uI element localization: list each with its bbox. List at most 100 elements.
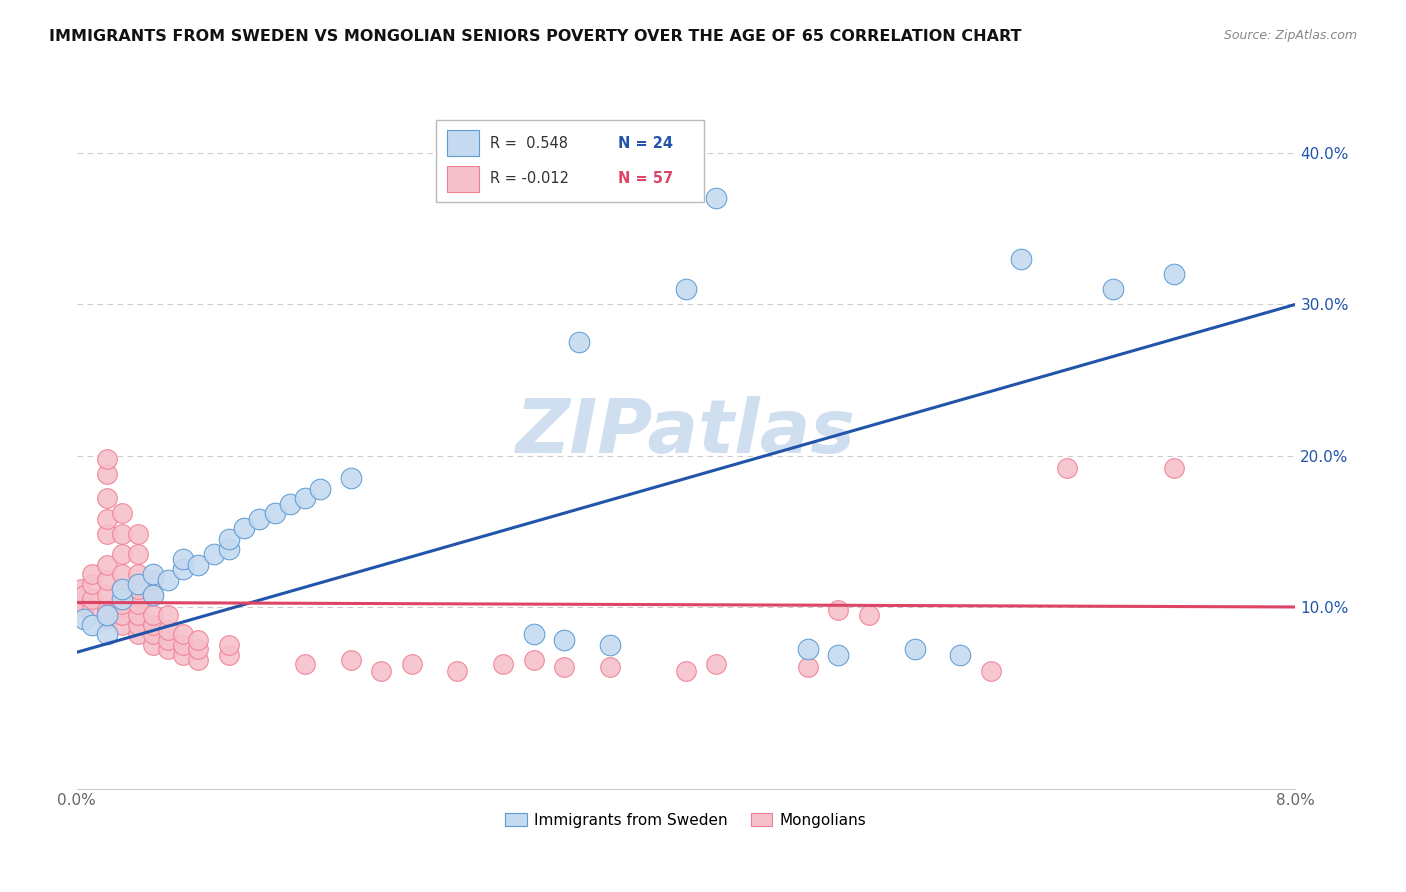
Point	[80, 566, 103, 581]
Point	[127, 582, 149, 596]
Point	[294, 491, 316, 505]
Point	[96, 603, 118, 617]
Point	[218, 542, 240, 557]
Point	[370, 664, 392, 678]
Point	[278, 497, 301, 511]
Point	[1101, 282, 1123, 296]
Point	[187, 633, 209, 648]
Point	[96, 612, 118, 626]
Point	[96, 527, 118, 541]
Text: Source: ZipAtlas.com: Source: ZipAtlas.com	[1223, 29, 1357, 42]
Point	[96, 491, 118, 505]
Point	[127, 597, 149, 611]
Point	[523, 627, 546, 641]
Point	[142, 573, 165, 587]
Point	[492, 657, 515, 672]
Point	[111, 618, 134, 632]
Point	[142, 627, 165, 641]
Point	[827, 603, 849, 617]
Point	[127, 627, 149, 641]
Point	[1056, 460, 1078, 475]
Point	[96, 558, 118, 572]
Point	[903, 642, 925, 657]
Point	[73, 599, 96, 614]
Point	[949, 648, 972, 663]
Point	[340, 471, 363, 485]
Point	[187, 653, 209, 667]
Point	[156, 642, 179, 657]
Point	[827, 648, 849, 663]
Point	[111, 527, 134, 541]
Point	[553, 633, 575, 648]
Point	[111, 597, 134, 611]
Text: IMMIGRANTS FROM SWEDEN VS MONGOLIAN SENIORS POVERTY OVER THE AGE OF 65 CORRELATI: IMMIGRANTS FROM SWEDEN VS MONGOLIAN SENI…	[49, 29, 1022, 44]
Point	[73, 588, 96, 602]
Point	[568, 335, 591, 350]
Point	[294, 657, 316, 672]
Point	[1163, 460, 1185, 475]
Point	[202, 547, 225, 561]
Point	[96, 627, 118, 641]
Point	[599, 660, 621, 674]
Point	[401, 657, 423, 672]
Point	[96, 512, 118, 526]
Point	[553, 660, 575, 674]
Point	[172, 638, 194, 652]
Point	[340, 653, 363, 667]
Point	[127, 577, 149, 591]
Point	[233, 521, 256, 535]
Point	[96, 573, 118, 587]
Point	[142, 607, 165, 622]
Point	[218, 638, 240, 652]
Point	[142, 638, 165, 652]
Point	[127, 566, 149, 581]
Point	[675, 664, 697, 678]
Point	[156, 607, 179, 622]
Point	[96, 467, 118, 481]
Point	[599, 638, 621, 652]
Point	[80, 592, 103, 607]
Point	[247, 512, 270, 526]
Point	[446, 664, 468, 678]
Point	[706, 192, 728, 206]
Point	[156, 623, 179, 637]
Point	[142, 566, 165, 581]
Legend: Immigrants from Sweden, Mongolians: Immigrants from Sweden, Mongolians	[499, 807, 873, 834]
Point	[70, 582, 93, 596]
Point	[142, 618, 165, 632]
Point	[80, 577, 103, 591]
Point	[218, 532, 240, 546]
Point	[797, 642, 820, 657]
Point	[980, 664, 1002, 678]
Point	[80, 603, 103, 617]
Point	[187, 642, 209, 657]
Point	[523, 653, 546, 667]
Point	[1010, 252, 1032, 266]
Point	[309, 482, 332, 496]
Point	[127, 547, 149, 561]
Point	[80, 618, 103, 632]
Point	[263, 506, 285, 520]
Point	[706, 657, 728, 672]
Text: ZIPatlas: ZIPatlas	[516, 396, 856, 469]
Point	[127, 618, 149, 632]
Point	[172, 648, 194, 663]
Point	[858, 607, 880, 622]
Point	[111, 592, 134, 607]
Point	[142, 588, 165, 602]
Point	[142, 588, 165, 602]
Point	[96, 588, 118, 602]
Point	[111, 566, 134, 581]
Point	[797, 660, 820, 674]
Point	[127, 607, 149, 622]
Point	[172, 551, 194, 566]
Point	[156, 573, 179, 587]
Point	[172, 627, 194, 641]
Point	[111, 607, 134, 622]
Point	[96, 607, 118, 622]
Point	[111, 582, 134, 596]
Point	[1163, 267, 1185, 281]
Point	[69, 592, 91, 607]
Point	[675, 282, 697, 296]
Point	[96, 451, 118, 466]
